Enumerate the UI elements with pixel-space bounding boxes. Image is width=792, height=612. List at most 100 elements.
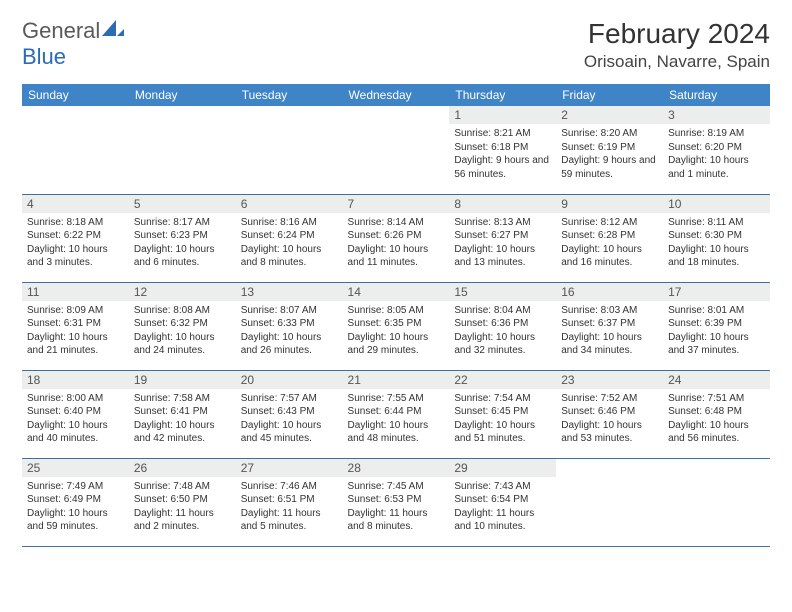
week-row: 11Sunrise: 8:09 AMSunset: 6:31 PMDayligh…	[22, 282, 770, 370]
day-cell: 1Sunrise: 8:21 AMSunset: 6:18 PMDaylight…	[449, 106, 556, 194]
sunrise-text: Sunrise: 7:57 AM	[241, 392, 338, 406]
sunset-text: Sunset: 6:48 PM	[668, 405, 765, 419]
sunrise-text: Sunrise: 8:17 AM	[134, 216, 231, 230]
day-cell	[343, 106, 450, 194]
day-cell: 4Sunrise: 8:18 AMSunset: 6:22 PMDaylight…	[22, 194, 129, 282]
daylight-text: Daylight: 10 hours and 59 minutes.	[27, 507, 124, 534]
day-cell: 27Sunrise: 7:46 AMSunset: 6:51 PMDayligh…	[236, 458, 343, 546]
sunset-text: Sunset: 6:32 PM	[134, 317, 231, 331]
daylight-text: Daylight: 10 hours and 32 minutes.	[454, 331, 551, 358]
sunrise-text: Sunrise: 7:43 AM	[454, 480, 551, 494]
day-cell: 24Sunrise: 7:51 AMSunset: 6:48 PMDayligh…	[663, 370, 770, 458]
day-number: 1	[449, 106, 556, 124]
col-saturday: Saturday	[663, 84, 770, 106]
day-number: 6	[236, 195, 343, 213]
day-cell: 26Sunrise: 7:48 AMSunset: 6:50 PMDayligh…	[129, 458, 236, 546]
day-cell: 16Sunrise: 8:03 AMSunset: 6:37 PMDayligh…	[556, 282, 663, 370]
day-cell	[556, 458, 663, 546]
day-cell	[129, 106, 236, 194]
day-cell: 9Sunrise: 8:12 AMSunset: 6:28 PMDaylight…	[556, 194, 663, 282]
header-row: Sunday Monday Tuesday Wednesday Thursday…	[22, 84, 770, 106]
day-cell: 8Sunrise: 8:13 AMSunset: 6:27 PMDaylight…	[449, 194, 556, 282]
day-number: 3	[663, 106, 770, 124]
day-cell: 13Sunrise: 8:07 AMSunset: 6:33 PMDayligh…	[236, 282, 343, 370]
col-thursday: Thursday	[449, 84, 556, 106]
sunrise-text: Sunrise: 8:20 AM	[561, 127, 658, 141]
day-content: Sunrise: 8:16 AMSunset: 6:24 PMDaylight:…	[236, 213, 343, 274]
day-number: 26	[129, 459, 236, 477]
day-content: Sunrise: 8:14 AMSunset: 6:26 PMDaylight:…	[343, 213, 450, 274]
day-content: Sunrise: 7:58 AMSunset: 6:41 PMDaylight:…	[129, 389, 236, 450]
day-content: Sunrise: 7:46 AMSunset: 6:51 PMDaylight:…	[236, 477, 343, 538]
daylight-text: Daylight: 10 hours and 6 minutes.	[134, 243, 231, 270]
daylight-text: Daylight: 10 hours and 3 minutes.	[27, 243, 124, 270]
daylight-text: Daylight: 10 hours and 40 minutes.	[27, 419, 124, 446]
sunrise-text: Sunrise: 8:09 AM	[27, 304, 124, 318]
sunset-text: Sunset: 6:18 PM	[454, 141, 551, 155]
daylight-text: Daylight: 10 hours and 56 minutes.	[668, 419, 765, 446]
week-row: 25Sunrise: 7:49 AMSunset: 6:49 PMDayligh…	[22, 458, 770, 546]
sunset-text: Sunset: 6:26 PM	[348, 229, 445, 243]
sunset-text: Sunset: 6:41 PM	[134, 405, 231, 419]
page-title: February 2024	[584, 18, 770, 50]
title-block: February 2024 Orisoain, Navarre, Spain	[584, 18, 770, 72]
sunrise-text: Sunrise: 7:49 AM	[27, 480, 124, 494]
day-content: Sunrise: 7:54 AMSunset: 6:45 PMDaylight:…	[449, 389, 556, 450]
sunset-text: Sunset: 6:54 PM	[454, 493, 551, 507]
day-content: Sunrise: 8:00 AMSunset: 6:40 PMDaylight:…	[22, 389, 129, 450]
sunrise-text: Sunrise: 8:04 AM	[454, 304, 551, 318]
day-cell: 5Sunrise: 8:17 AMSunset: 6:23 PMDaylight…	[129, 194, 236, 282]
daylight-text: Daylight: 10 hours and 1 minute.	[668, 154, 765, 181]
sunrise-text: Sunrise: 8:12 AM	[561, 216, 658, 230]
daylight-text: Daylight: 11 hours and 2 minutes.	[134, 507, 231, 534]
day-number: 25	[22, 459, 129, 477]
sunrise-text: Sunrise: 7:52 AM	[561, 392, 658, 406]
day-content: Sunrise: 8:04 AMSunset: 6:36 PMDaylight:…	[449, 301, 556, 362]
day-number: 14	[343, 283, 450, 301]
sunset-text: Sunset: 6:30 PM	[668, 229, 765, 243]
header: GeneralBlue February 2024 Orisoain, Nava…	[22, 18, 770, 72]
sunset-text: Sunset: 6:36 PM	[454, 317, 551, 331]
sunrise-text: Sunrise: 8:08 AM	[134, 304, 231, 318]
day-number: 20	[236, 371, 343, 389]
sunrise-text: Sunrise: 8:19 AM	[668, 127, 765, 141]
sunset-text: Sunset: 6:19 PM	[561, 141, 658, 155]
day-cell: 15Sunrise: 8:04 AMSunset: 6:36 PMDayligh…	[449, 282, 556, 370]
daylight-text: Daylight: 10 hours and 29 minutes.	[348, 331, 445, 358]
day-content: Sunrise: 7:57 AMSunset: 6:43 PMDaylight:…	[236, 389, 343, 450]
day-content: Sunrise: 8:08 AMSunset: 6:32 PMDaylight:…	[129, 301, 236, 362]
day-content: Sunrise: 8:21 AMSunset: 6:18 PMDaylight:…	[449, 124, 556, 185]
day-number: 11	[22, 283, 129, 301]
sunrise-text: Sunrise: 8:21 AM	[454, 127, 551, 141]
logo-text-2: Blue	[22, 44, 66, 69]
daylight-text: Daylight: 10 hours and 45 minutes.	[241, 419, 338, 446]
day-cell: 11Sunrise: 8:09 AMSunset: 6:31 PMDayligh…	[22, 282, 129, 370]
day-content: Sunrise: 8:20 AMSunset: 6:19 PMDaylight:…	[556, 124, 663, 185]
day-content: Sunrise: 8:07 AMSunset: 6:33 PMDaylight:…	[236, 301, 343, 362]
daylight-text: Daylight: 10 hours and 34 minutes.	[561, 331, 658, 358]
day-number: 17	[663, 283, 770, 301]
day-cell: 3Sunrise: 8:19 AMSunset: 6:20 PMDaylight…	[663, 106, 770, 194]
daylight-text: Daylight: 10 hours and 13 minutes.	[454, 243, 551, 270]
day-cell: 22Sunrise: 7:54 AMSunset: 6:45 PMDayligh…	[449, 370, 556, 458]
daylight-text: Daylight: 10 hours and 51 minutes.	[454, 419, 551, 446]
day-number: 8	[449, 195, 556, 213]
day-content: Sunrise: 8:17 AMSunset: 6:23 PMDaylight:…	[129, 213, 236, 274]
sunrise-text: Sunrise: 8:13 AM	[454, 216, 551, 230]
day-number: 2	[556, 106, 663, 124]
day-number: 23	[556, 371, 663, 389]
day-cell: 6Sunrise: 8:16 AMSunset: 6:24 PMDaylight…	[236, 194, 343, 282]
sunrise-text: Sunrise: 7:55 AM	[348, 392, 445, 406]
day-number: 29	[449, 459, 556, 477]
sunrise-text: Sunrise: 8:18 AM	[27, 216, 124, 230]
daylight-text: Daylight: 10 hours and 11 minutes.	[348, 243, 445, 270]
daylight-text: Daylight: 10 hours and 37 minutes.	[668, 331, 765, 358]
sunrise-text: Sunrise: 7:46 AM	[241, 480, 338, 494]
sunset-text: Sunset: 6:37 PM	[561, 317, 658, 331]
day-number: 24	[663, 371, 770, 389]
sunset-text: Sunset: 6:40 PM	[27, 405, 124, 419]
day-number: 4	[22, 195, 129, 213]
day-number: 27	[236, 459, 343, 477]
day-cell: 12Sunrise: 8:08 AMSunset: 6:32 PMDayligh…	[129, 282, 236, 370]
sunrise-text: Sunrise: 8:01 AM	[668, 304, 765, 318]
